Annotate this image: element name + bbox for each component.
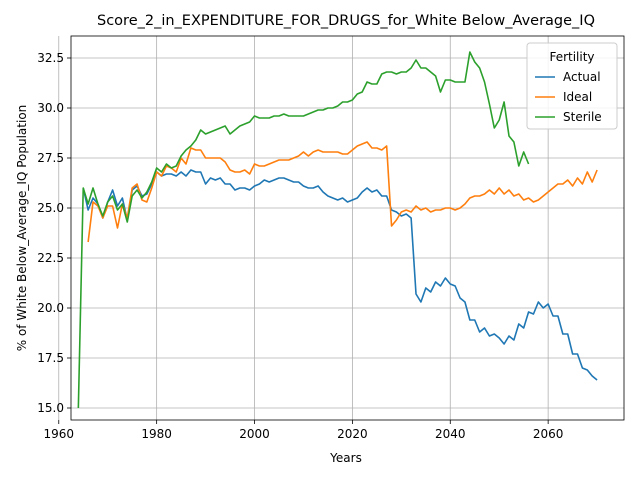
x-tick-label: 2020 — [337, 427, 368, 441]
plot-frame — [70, 35, 625, 421]
y-tick-label: 25.0 — [37, 201, 64, 215]
y-tick-label: 32.5 — [37, 51, 64, 65]
y-tick-label: 22.5 — [37, 251, 64, 265]
y-tick-label: 20.0 — [37, 301, 64, 315]
y-tick-label: 17.5 — [37, 351, 64, 365]
y-axis-label: % of White Below_Average_IQ Population — [15, 105, 29, 352]
grid-lines — [58, 36, 624, 420]
series-line-sterile — [77, 51, 530, 409]
legend-title: Fertility — [549, 50, 594, 64]
x-tick-label: 2060 — [533, 427, 564, 441]
legend-box — [526, 42, 618, 130]
legend: Fertility Actual Ideal Sterile — [526, 42, 618, 130]
x-tick-label: 1980 — [141, 427, 172, 441]
y-tick-label: 30.0 — [37, 101, 64, 115]
x-tick-label: 2000 — [239, 427, 270, 441]
legend-label-ideal: Ideal — [563, 90, 592, 104]
x-tick-label: 2040 — [435, 427, 466, 441]
y-tick-label: 27.5 — [37, 151, 64, 165]
series-line-actual — [82, 169, 598, 381]
series-line-ideal — [87, 141, 598, 243]
x-tick-label: 1960 — [43, 427, 74, 441]
x-axis-ticks: 1960 1980 2000 2020 2040 2060 — [43, 420, 563, 441]
legend-label-sterile: Sterile — [563, 110, 602, 124]
y-axis-ticks: 15.0 17.5 20.0 22.5 25.0 27.5 30.0 32.5 — [37, 51, 71, 415]
chart-title: Score_2_in_EXPENDITURE_FOR_DRUGS_for_Whi… — [97, 13, 595, 29]
y-tick-label: 15.0 — [37, 401, 64, 415]
legend-label-actual: Actual — [563, 70, 601, 84]
x-axis-label: Years — [329, 451, 362, 465]
series-lines — [77, 51, 598, 409]
